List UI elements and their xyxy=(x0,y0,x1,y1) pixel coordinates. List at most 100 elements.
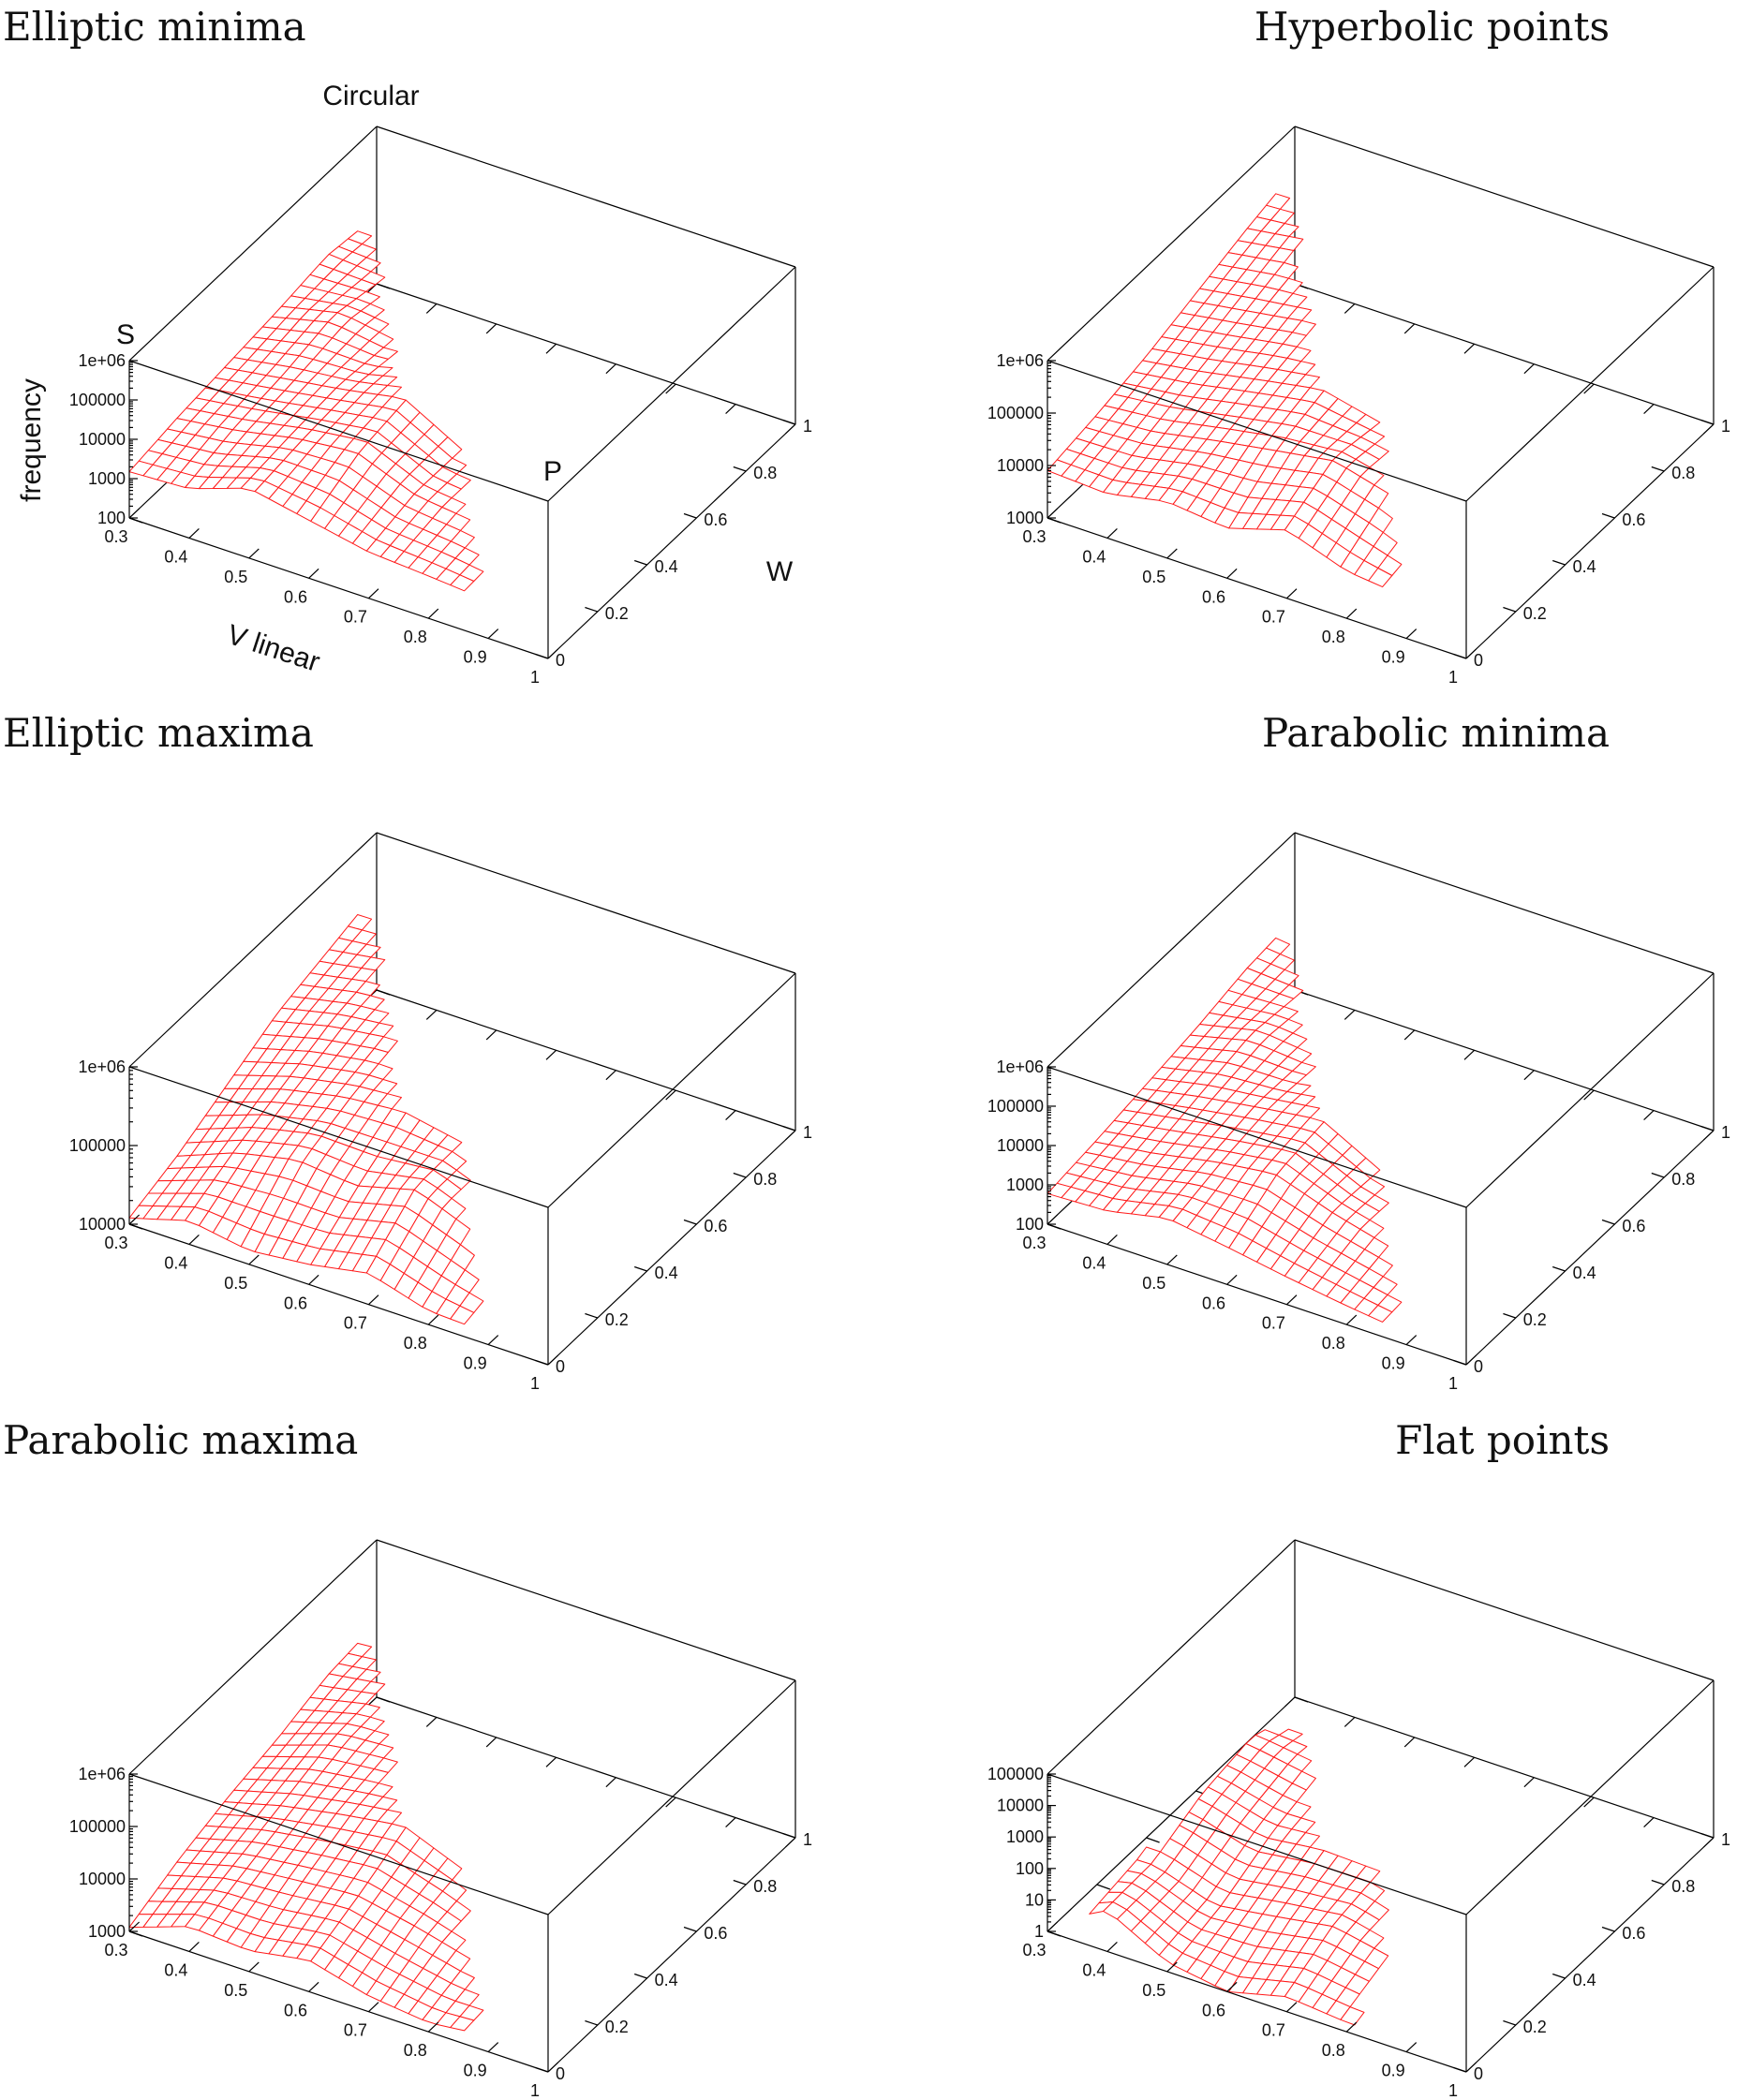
v-tick-mirror xyxy=(1643,404,1655,415)
w-tick-label: 0.8 xyxy=(753,464,777,482)
box-edge-right-bottom xyxy=(1465,1837,1715,2073)
v-tick-mirror xyxy=(1643,1817,1655,1828)
panel-1: Elliptic minima 100 1000 10000 100000 1e+06 0.… xyxy=(3,4,812,687)
z-tick-label: 10000 xyxy=(79,430,126,449)
v-tick-label: 0.3 xyxy=(1022,1234,1046,1252)
v-tick-mirror xyxy=(1284,1696,1296,1708)
surface-cell xyxy=(1368,568,1393,588)
v-tick-label: 0.4 xyxy=(1082,547,1106,566)
w-tick-label: 1 xyxy=(1721,417,1730,436)
z-tick-label: 1000 xyxy=(88,1922,126,1941)
box-edge-right-bottom xyxy=(1465,423,1715,659)
v-tick-label: 0.5 xyxy=(1142,1981,1165,2000)
w-tick xyxy=(733,1172,747,1178)
v-tick-mirror xyxy=(605,363,616,375)
v-tick-label: 0.6 xyxy=(1202,587,1225,606)
v-tick xyxy=(547,2062,559,2073)
w-tick-label: 0.8 xyxy=(1671,464,1695,482)
w-tick-label: 0.4 xyxy=(655,1971,678,1989)
w-tick-label: 0.2 xyxy=(605,604,629,623)
w-tick xyxy=(683,512,697,519)
v-tick-mirror xyxy=(1403,1737,1416,1748)
v-tick-label: 0.7 xyxy=(1262,2021,1285,2040)
v-tick xyxy=(248,1254,260,1265)
v-tick-label: 0.8 xyxy=(1322,1334,1345,1353)
w-tick-label: 0.4 xyxy=(1573,557,1596,576)
v-tick-label: 0.7 xyxy=(344,608,367,627)
w-tick-label: 0 xyxy=(1474,1357,1483,1376)
v-tick-mirror xyxy=(1463,343,1476,354)
v-tick-mirror xyxy=(1643,1110,1655,1121)
v-tick xyxy=(1405,1335,1418,1346)
v-tick xyxy=(1166,1961,1178,1973)
v-tick xyxy=(427,2021,439,2033)
v-tick xyxy=(128,1214,141,1225)
w-tick-label: 0 xyxy=(556,2064,565,2083)
box-edge-right-top xyxy=(547,266,796,502)
w-tick-label: 0 xyxy=(556,1357,565,1376)
w-tick xyxy=(1700,1832,1715,1839)
corner-label-p: P xyxy=(543,456,562,487)
w-axis-label: W xyxy=(766,556,794,587)
z-tick-label: 100000 xyxy=(69,1817,126,1836)
v-tick xyxy=(547,648,559,659)
w-tick-mirror xyxy=(376,1696,391,1703)
v-tick xyxy=(308,568,319,579)
w-tick-label: 0.4 xyxy=(1573,1971,1596,1989)
w-tick xyxy=(782,1125,796,1131)
v-axis-label: V linear xyxy=(223,619,323,678)
v-tick xyxy=(188,1941,200,1952)
w-tick-label: 0.2 xyxy=(1523,1310,1547,1329)
w-tick xyxy=(535,2066,549,2073)
z-tick-label: 1e+06 xyxy=(996,351,1044,370)
v-tick-mirror xyxy=(1702,423,1715,435)
v-tick-mirror xyxy=(1344,303,1356,314)
v-tick-mirror xyxy=(1702,1130,1715,1141)
box-edge-left-top xyxy=(128,126,378,362)
w-tick xyxy=(683,1926,697,1932)
v-tick xyxy=(1405,2042,1418,2053)
v-tick-mirror xyxy=(1523,1777,1535,1788)
v-tick-label: 1 xyxy=(1448,668,1458,687)
v-tick xyxy=(1465,648,1477,659)
v-tick-label: 0.7 xyxy=(344,1314,367,1333)
w-tick xyxy=(1552,559,1566,566)
v-tick xyxy=(1166,548,1178,559)
w-tick xyxy=(733,466,747,472)
v-tick-mirror xyxy=(485,323,497,334)
v-tick-mirror xyxy=(485,1737,497,1748)
v-tick-mirror xyxy=(545,343,557,354)
v-tick-label: 0.6 xyxy=(284,1294,307,1312)
box-edge-right-top xyxy=(547,972,796,1208)
w-tick-label: 0 xyxy=(1474,2064,1483,2083)
w-tick-label: 0 xyxy=(556,651,565,670)
box-edge-front-bottom xyxy=(1047,1930,1467,2073)
w-tick xyxy=(733,1879,747,1886)
w-tick-label: 0 xyxy=(1474,651,1483,670)
v-tick-mirror xyxy=(1463,1756,1476,1767)
w-tick xyxy=(1651,1172,1665,1178)
box-edge-left-top xyxy=(1047,126,1296,362)
z-tick-label: 100000 xyxy=(69,391,126,409)
z-tick-label: 1000 xyxy=(1006,509,1044,527)
z-tick-label: 10 xyxy=(1025,1890,1044,1909)
v-tick xyxy=(427,1314,439,1325)
z-tick-label: 10000 xyxy=(997,1797,1044,1815)
z-tick-label: 100000 xyxy=(987,1765,1044,1783)
w-tick-label: 0.2 xyxy=(605,2018,629,2036)
box-edge-front-bottom xyxy=(1047,517,1467,659)
w-tick-label: 0.6 xyxy=(704,1217,727,1235)
z-tick-label: 1e+06 xyxy=(78,351,126,370)
z-axis-label: frequency xyxy=(16,378,47,502)
panel-4: Parabolic minima 100 1000 10000 100000 1e+06 0… xyxy=(987,710,1730,1393)
v-tick-mirror xyxy=(545,1049,557,1060)
v-tick xyxy=(1047,508,1059,519)
w-tick-label: 0.4 xyxy=(655,1264,678,1282)
panel-3: Elliptic maxima 10000 100000 1e+06 0.3 0.4 0.5… xyxy=(3,710,812,1393)
z-tick-label: 10000 xyxy=(79,1870,126,1888)
z-tick-label: 100 xyxy=(1016,1859,1044,1878)
w-tick-label: 0.6 xyxy=(1622,1217,1645,1235)
surface-mesh xyxy=(128,914,484,1325)
w-tick xyxy=(782,419,796,425)
v-tick xyxy=(308,1274,319,1285)
